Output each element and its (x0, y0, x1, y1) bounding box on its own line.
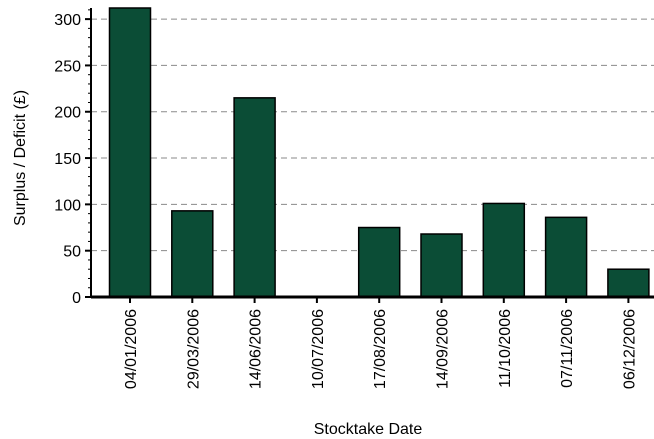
x-tick-label: 14/09/2006 (435, 309, 452, 389)
y-axis-title: Surplus / Deficit (£) (12, 90, 29, 226)
bar (357, 226, 401, 298)
x-tick-label: 14/06/2006 (248, 309, 265, 389)
y-tick-label: 300 (54, 12, 81, 29)
bar (171, 210, 214, 298)
x-tick-label: 17/08/2006 (372, 309, 389, 389)
x-tick-label: 06/12/2006 (621, 309, 638, 389)
y-tick-label: 50 (63, 244, 81, 261)
x-tick-label: 10/07/2006 (310, 309, 327, 389)
x-axis-title: Stocktake Date (314, 421, 423, 438)
bar (544, 216, 588, 298)
bar (607, 268, 650, 298)
x-tick-label: 11/10/2006 (497, 309, 514, 388)
bar (233, 97, 276, 298)
x-tick-label: 07/11/2006 (559, 309, 576, 388)
bar (108, 7, 152, 298)
y-tick-label: 150 (54, 151, 81, 168)
bar (482, 202, 526, 298)
x-tick-label: 04/01/2006 (123, 309, 140, 389)
bar (420, 233, 463, 298)
y-tick-label: 0 (72, 290, 81, 307)
x-tick-labels: 04/01/2006 29/03/2006 14/06/2006 10/07/2006… (123, 297, 638, 389)
x-tick-label: 29/03/2006 (185, 309, 202, 389)
bars (108, 7, 650, 298)
y-tick-labels: 0 50 100 150 200 250 300 (54, 9, 91, 307)
y-tick-label: 250 (54, 58, 81, 75)
y-tick-label: 200 (54, 105, 81, 122)
y-tick-label: 100 (54, 197, 81, 214)
